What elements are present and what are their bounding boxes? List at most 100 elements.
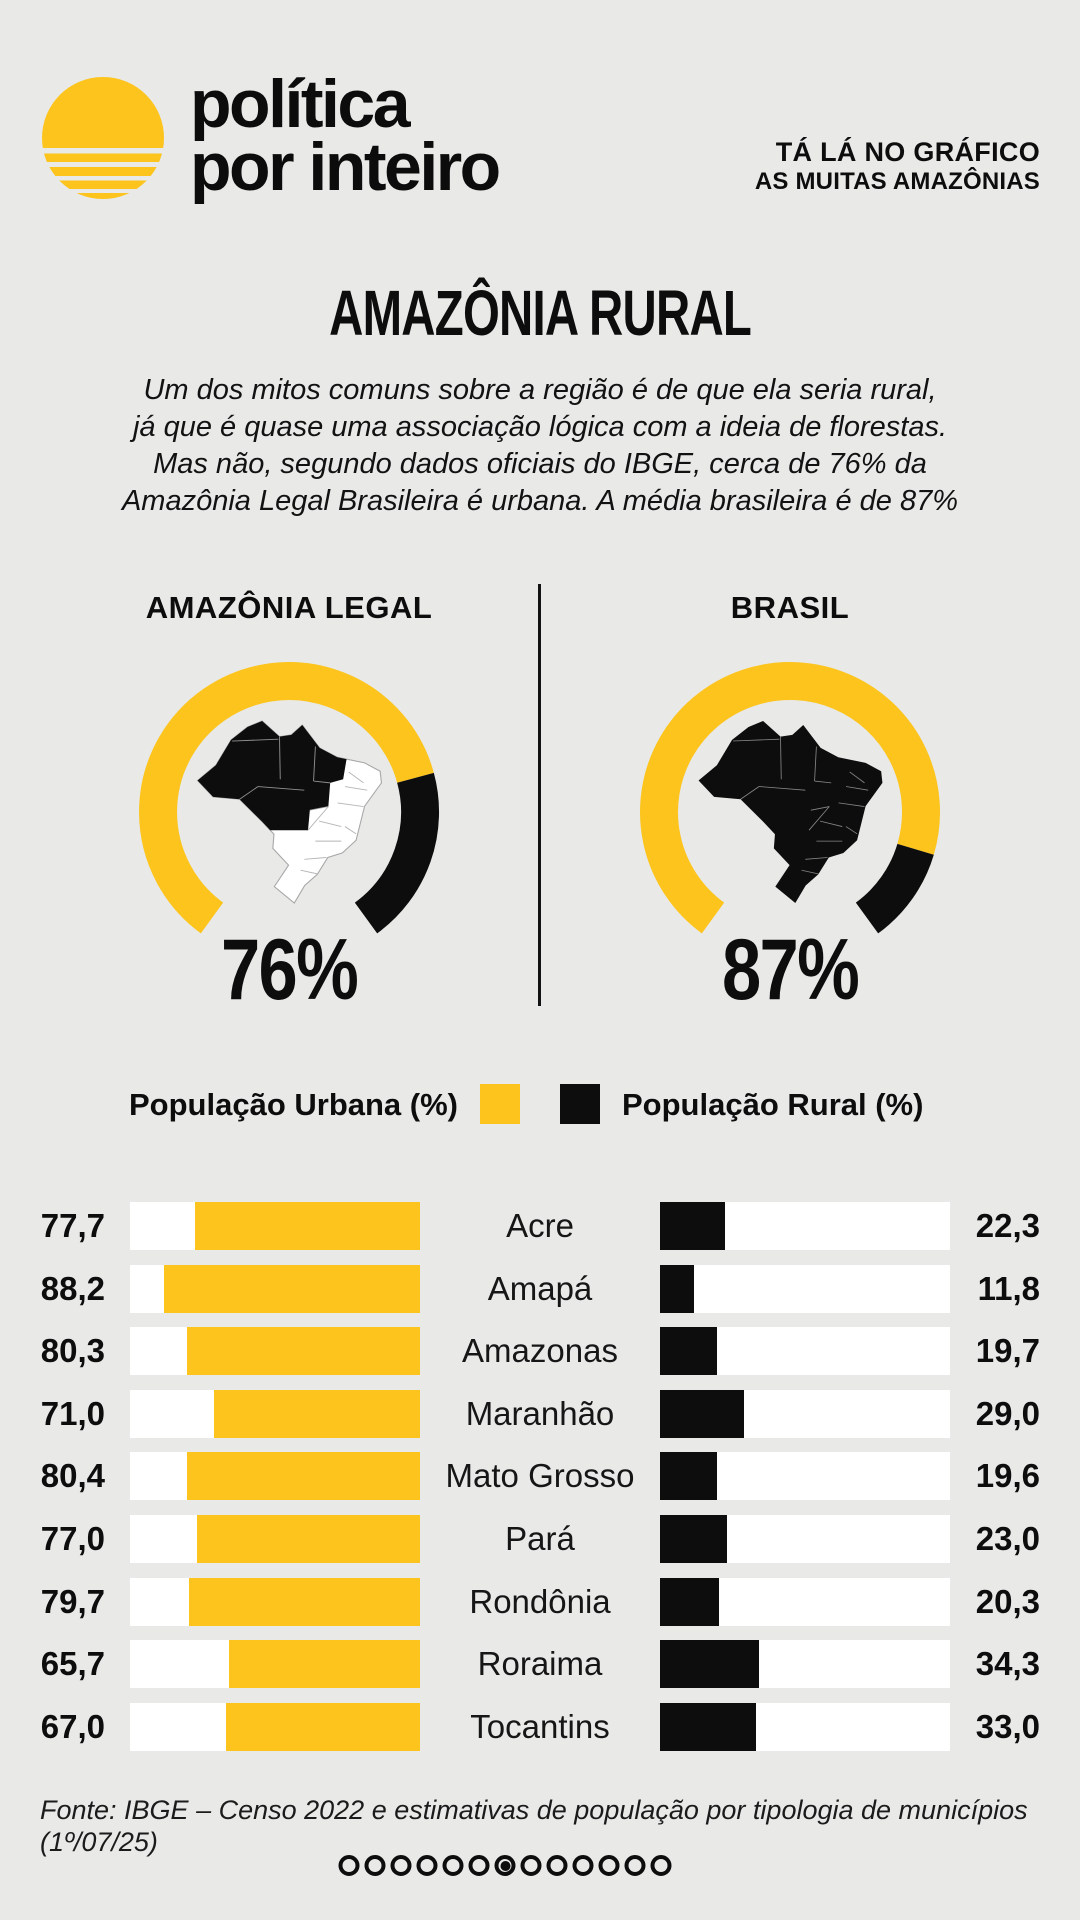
urban-bar-track — [130, 1327, 420, 1376]
urban-bar — [164, 1264, 420, 1313]
rural-value: 34,3 — [975, 1645, 1040, 1683]
pagination-dot[interactable] — [572, 1855, 594, 1876]
gauge-rural-arc — [855, 843, 934, 934]
rural-value: 20,3 — [975, 1582, 1040, 1620]
rural-value: 19,7 — [975, 1332, 1040, 1370]
gauge-urban-arc — [139, 662, 434, 934]
urban-bar — [188, 1577, 420, 1626]
urban-bar — [187, 1327, 420, 1376]
urban-value: 71,0 — [40, 1394, 105, 1432]
state-label: Rondônia — [469, 1582, 611, 1620]
state-label: Acre — [506, 1207, 574, 1244]
pagination-dot[interactable] — [624, 1855, 646, 1876]
pagination-dot[interactable] — [520, 1855, 542, 1876]
rural-bar-track — [660, 1327, 950, 1376]
rural-bar — [660, 1515, 727, 1563]
state-label: Maranhão — [465, 1394, 615, 1432]
sun-logo-icon — [40, 77, 168, 199]
urban-value: 65,7 — [40, 1645, 105, 1683]
table-row: 79,7 Rondônia 20,3 — [0, 1577, 1080, 1626]
legend-urban-label: População Urbana (%) — [129, 1087, 458, 1122]
gauge-amazonia-legal — [139, 662, 440, 934]
brand-wordmark-line2: por inteiro — [190, 129, 501, 205]
pagination-dot[interactable] — [416, 1855, 438, 1876]
urban-value: 80,3 — [40, 1332, 105, 1370]
table-row: 88,2 Amapá 11,8 — [0, 1264, 1080, 1313]
rural-bar-track — [660, 1452, 950, 1501]
rural-bar-track — [660, 1515, 950, 1563]
urban-bar-track — [130, 1515, 420, 1563]
state-label: Tocantins — [470, 1707, 610, 1745]
pagination-dot[interactable] — [442, 1855, 464, 1876]
urban-bar — [214, 1389, 420, 1438]
pagination-dot[interactable] — [390, 1855, 412, 1876]
gauge-brasil — [640, 662, 941, 934]
rural-bar — [660, 1702, 756, 1751]
gauge-value-amazonia-legal: 76% — [220, 922, 359, 1018]
state-label: Amazonas — [462, 1332, 618, 1370]
tagline-series: TÁ LÁ NO GRÁFICO — [775, 137, 1040, 167]
legend-rural-label: População Rural (%) — [622, 1087, 924, 1122]
table-row: 80,3 Amazonas 19,7 — [0, 1327, 1080, 1376]
rural-value: 19,6 — [975, 1457, 1040, 1495]
brazil-map-icon — [698, 721, 883, 903]
urban-bar-track — [130, 1702, 420, 1751]
urban-bar — [194, 1202, 420, 1250]
rural-bar-track — [660, 1640, 950, 1689]
intro-paragraph: Um dos mitos comuns sobre a região é de … — [121, 374, 959, 517]
urban-value: 88,2 — [40, 1269, 105, 1307]
brazil-map-icon — [196, 720, 383, 904]
gauge-urban-arc — [640, 662, 941, 934]
table-row: 80,4 Mato Grosso 19,6 — [0, 1452, 1080, 1501]
table-row: 67,0 Tocantins 33,0 — [0, 1702, 1080, 1751]
tagline-edition: AS MUITAS AMAZÔNIAS — [754, 168, 1040, 195]
pagination-dot[interactable] — [598, 1855, 620, 1876]
urban-bar-track — [130, 1452, 420, 1501]
state-label: Roraima — [477, 1645, 603, 1683]
carousel-pagination — [338, 1855, 672, 1876]
pagination-dot[interactable] — [468, 1855, 490, 1876]
state-bar-chart: 77,7 Acre 22,3 88,2 Amapá 11,8 80,3 Amazonas 19,… — [0, 1202, 1080, 1772]
rural-bar — [660, 1452, 717, 1501]
rural-bar — [660, 1640, 760, 1689]
rural-bar-track — [660, 1577, 950, 1626]
legend-urban-swatch — [480, 1084, 520, 1124]
rural-bar-track — [660, 1202, 950, 1250]
urban-bar-track — [130, 1202, 420, 1250]
rural-bar-track — [660, 1702, 950, 1751]
gauge-value-brasil: 87% — [721, 922, 860, 1018]
table-row: 77,0 Pará 23,0 — [0, 1515, 1080, 1563]
page-title: AMAZÔNIA RURAL — [329, 277, 752, 349]
rural-bar-track — [660, 1389, 950, 1438]
urban-bar-track — [130, 1264, 420, 1313]
state-label: Mato Grosso — [445, 1457, 635, 1495]
rural-value: 11,8 — [977, 1269, 1040, 1307]
rural-value: 23,0 — [975, 1520, 1040, 1557]
urban-bar — [196, 1515, 420, 1563]
pagination-dot-active[interactable] — [494, 1855, 516, 1876]
urban-bar-track — [130, 1640, 420, 1689]
urban-value: 80,4 — [40, 1457, 105, 1495]
urban-bar — [229, 1640, 420, 1689]
rural-value: 22,3 — [975, 1207, 1040, 1244]
gauge-label-brasil: BRASIL — [730, 590, 850, 625]
urban-bar — [225, 1702, 420, 1751]
urban-value: 77,7 — [40, 1207, 105, 1244]
legend-rural-swatch — [560, 1084, 600, 1124]
rural-bar — [660, 1264, 695, 1313]
brand-wordmark-line1: política — [190, 66, 411, 142]
table-row: 77,7 Acre 22,3 — [0, 1202, 1080, 1250]
rural-bar — [660, 1202, 725, 1250]
rural-value: 29,0 — [975, 1394, 1040, 1432]
table-row: 71,0 Maranhão 29,0 — [0, 1389, 1080, 1438]
pagination-dot[interactable] — [338, 1855, 360, 1876]
rural-bar — [660, 1577, 719, 1626]
pagination-dot[interactable] — [650, 1855, 672, 1876]
rural-bar-track — [660, 1264, 950, 1313]
urban-value: 79,7 — [40, 1582, 105, 1620]
pagination-dot[interactable] — [546, 1855, 568, 1876]
source-note: Fonte: IBGE – Censo 2022 e estimativas d… — [40, 1795, 1028, 1857]
pagination-dot[interactable] — [364, 1855, 386, 1876]
table-row: 65,7 Roraima 34,3 — [0, 1640, 1080, 1689]
urban-value: 77,0 — [40, 1520, 105, 1557]
